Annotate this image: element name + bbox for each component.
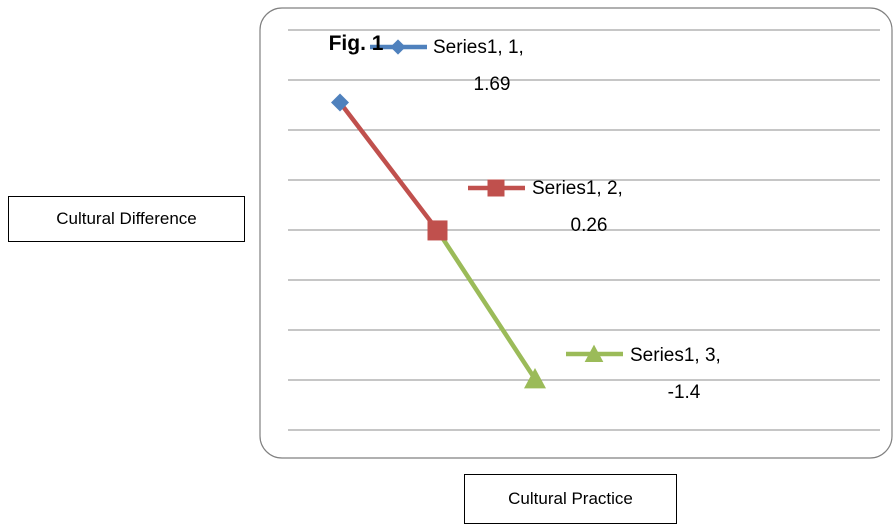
data-label-2: Series1, 2, 0.26 xyxy=(468,178,623,236)
legend-key-marker xyxy=(487,179,505,197)
data-markers xyxy=(331,93,546,389)
data-label-line: Series1, 2, xyxy=(532,178,623,199)
plot-border xyxy=(259,7,893,459)
series-segment xyxy=(337,100,440,233)
data-point-marker xyxy=(331,93,349,112)
chart-title: Fig. 1 xyxy=(329,32,384,55)
series-segment xyxy=(435,228,538,382)
data-labels: Series1, 1, 1.69 Series1, 2, 0.26 Series1, 3… xyxy=(370,37,721,403)
gridlines xyxy=(288,29,880,431)
y-axis-label: Cultural Difference xyxy=(8,196,245,242)
data-label-line: Series1, 1, xyxy=(433,37,524,58)
series-lines xyxy=(337,100,538,382)
data-label-3: Series1, 3, -1.4 xyxy=(566,344,721,403)
data-label-value: 0.26 xyxy=(571,215,608,236)
data-point-marker xyxy=(524,367,546,389)
data-label-1: Series1, 1, 1.69 xyxy=(370,37,524,95)
data-point-marker xyxy=(427,220,448,241)
data-label-value: -1.4 xyxy=(668,382,701,403)
legend-key-marker xyxy=(584,344,604,362)
x-axis-label: Cultural Practice xyxy=(464,474,677,524)
data-label-line: Series1, 3, xyxy=(630,345,721,366)
x-axis-label-text: Cultural Practice xyxy=(508,489,633,508)
y-axis-label-text: Cultural Difference xyxy=(56,209,197,228)
data-label-value: 1.69 xyxy=(474,74,511,95)
legend-key-marker xyxy=(390,39,406,55)
